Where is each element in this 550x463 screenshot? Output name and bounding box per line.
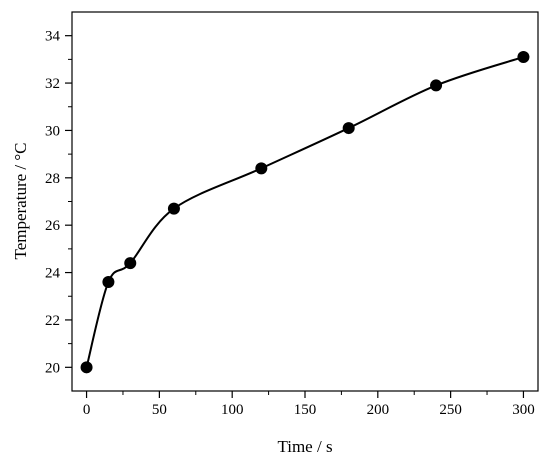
axis-ticks [65, 35, 525, 398]
y-tick-label: 32 [45, 76, 60, 92]
x-tick-label: 100 [221, 402, 244, 418]
x-tick-label: 150 [294, 402, 317, 418]
data-point [255, 162, 268, 175]
series-curve [85, 56, 524, 368]
y-tick-label: 22 [45, 313, 60, 329]
tick-labels: 0 50 100 150 200 250 300 20 22 24 26 28 30 32 34 [45, 29, 535, 418]
y-tick-label: 26 [45, 218, 61, 234]
data-point [430, 79, 443, 92]
x-tick-label: 300 [512, 402, 535, 418]
plot-frame [71, 11, 539, 392]
data-point [167, 202, 180, 215]
y-tick-label: 20 [45, 360, 60, 376]
data-point [80, 361, 93, 374]
data-point [102, 276, 115, 289]
x-axis-title: Time / s [277, 437, 332, 456]
x-tick-label: 250 [439, 402, 462, 418]
y-tick-label: 30 [45, 123, 60, 139]
data-point [124, 257, 137, 270]
data-point [517, 51, 530, 64]
y-axis-title: Temperature / °C [11, 142, 30, 259]
y-tick-label: 24 [45, 266, 61, 282]
x-tick-label: 0 [83, 402, 91, 418]
x-tick-label: 200 [367, 402, 390, 418]
y-tick-label: 28 [45, 171, 60, 187]
y-tick-label: 34 [45, 29, 61, 45]
data-points [80, 51, 530, 374]
data-point [342, 122, 355, 135]
x-tick-label: 50 [152, 402, 167, 418]
